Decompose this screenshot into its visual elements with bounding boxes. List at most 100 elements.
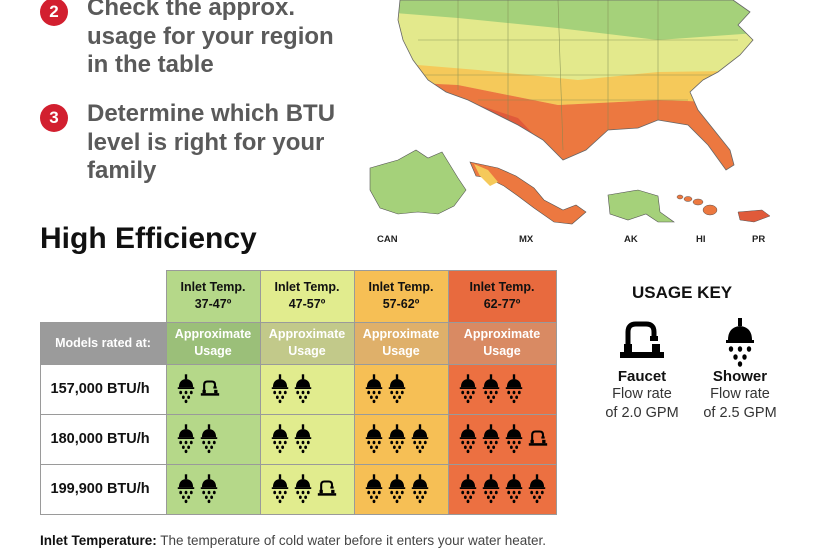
shower-icon <box>176 424 196 454</box>
shower-icon <box>387 474 407 504</box>
subheader-line: Usage <box>288 344 326 358</box>
footnote-term: Inlet Temperature: <box>40 533 157 548</box>
subheader-line: Approximate <box>174 327 252 341</box>
step-text: Determine which BTU level is right for y… <box>87 100 335 186</box>
inlet-temp-header: Inlet Temp. 57-62º <box>353 269 449 323</box>
shower-icon <box>410 424 430 454</box>
inlet-temp-header: Inlet Temp. 62-77º <box>447 269 557 323</box>
region-map: CAN MX AK HI PR <box>358 0 798 255</box>
header-line: 62-77º <box>483 297 521 311</box>
usage-cell <box>165 363 261 415</box>
shower-icon <box>199 424 219 454</box>
faucet-flow-line: of 2.0 GPM <box>605 405 679 421</box>
alaska-map <box>607 189 675 223</box>
shower-icon <box>270 474 290 504</box>
usage-subheader: Approximate Usage <box>353 321 449 365</box>
shower-icon <box>293 424 313 454</box>
footnote-text: The temperature of cold water before it … <box>156 533 546 548</box>
shower-icon <box>387 424 407 454</box>
shower-icon <box>293 374 313 404</box>
subheader-line: Approximate <box>268 327 346 341</box>
shower-icon <box>458 424 478 454</box>
usage-subheader: Approximate Usage <box>165 321 261 365</box>
faucet-icon <box>527 429 549 449</box>
shower-icon <box>694 318 786 368</box>
shower-icon <box>410 474 430 504</box>
shower-icon <box>293 474 313 504</box>
shower-icon <box>458 374 478 404</box>
usage-cell <box>447 413 557 465</box>
shower-icon <box>176 374 196 404</box>
header-line: Inlet Temp. <box>368 280 434 294</box>
map-label-can: CAN <box>377 234 398 245</box>
faucet-icon <box>316 479 338 499</box>
usage-key-shower: Shower Flow rate of 2.5 GPM <box>694 318 786 423</box>
header-line: Inlet Temp. <box>469 280 535 294</box>
usage-key-title: USAGE KEY <box>632 283 733 302</box>
shower-icon <box>527 474 547 504</box>
usage-cell <box>259 413 355 465</box>
step-number-badge: 3 <box>40 104 68 132</box>
usage-cell <box>165 413 261 465</box>
shower-icon <box>458 474 478 504</box>
step-line: family <box>87 157 157 184</box>
step-2: 2 Check the approx. usage for your regio… <box>40 0 334 80</box>
table-corner <box>40 270 167 323</box>
inlet-temp-header: Inlet Temp. 37-47º <box>165 269 261 323</box>
map-label-hi: HI <box>696 234 706 245</box>
shower-icon <box>504 374 524 404</box>
shower-icon <box>481 424 501 454</box>
subheader-line: Usage <box>483 344 521 358</box>
section-title: High Efficiency <box>40 222 257 255</box>
step-line: level is right for your <box>87 128 325 156</box>
usage-key-faucet: Faucet Flow rate of 2.0 GPM <box>596 318 688 423</box>
usage-cell <box>259 463 355 515</box>
header-line: Inlet Temp. <box>180 280 246 294</box>
model-rating: 199,900 BTU/h <box>39 463 167 515</box>
step-3: 3 Determine which BTU level is right for… <box>40 100 335 186</box>
faucet-label: Faucet <box>617 368 667 385</box>
faucet-flow-line: Flow rate <box>612 386 672 402</box>
inlet-temp-header: Inlet Temp. 47-57º <box>259 269 355 323</box>
usage-cell <box>353 413 449 465</box>
shower-icon <box>504 474 524 504</box>
subheader-line: Usage <box>382 344 420 358</box>
header-line: 37-47º <box>194 297 232 311</box>
subheader-line: Approximate <box>362 327 440 341</box>
model-rating: 180,000 BTU/h <box>39 413 167 465</box>
usage-table: Inlet Temp. 37-47º Inlet Temp. 47-57º Inle… <box>39 269 557 515</box>
shower-flow-line: of 2.5 GPM <box>703 405 777 421</box>
shower-icon <box>504 424 524 454</box>
step-line: in the table <box>87 51 214 78</box>
subheader-line: Usage <box>194 344 232 358</box>
shower-icon <box>481 374 501 404</box>
shower-label: Shower <box>712 368 768 385</box>
step-line: Check the approx. <box>87 0 296 21</box>
usage-cell <box>259 363 355 415</box>
shower-icon <box>364 474 384 504</box>
usage-cell <box>447 463 557 515</box>
usage-cell <box>165 463 261 515</box>
subheader-line: Approximate <box>463 327 541 341</box>
shower-icon <box>364 374 384 404</box>
shower-icon <box>481 474 501 504</box>
header-line: 47-57º <box>288 297 326 311</box>
map-label-ak: AK <box>624 234 638 245</box>
puerto-rico-map <box>737 209 771 223</box>
footnote: Inlet Temperature: The temperature of co… <box>40 533 546 548</box>
north-america-temperature-map <box>369 0 771 225</box>
faucet-icon <box>596 318 688 368</box>
step-line: usage for your region <box>87 22 334 50</box>
step-number-badge: 2 <box>40 0 68 26</box>
map-label-pr: PR <box>752 234 766 245</box>
models-label: Models rated at: <box>39 321 167 365</box>
shower-flow-line: Flow rate <box>710 386 770 402</box>
usage-cell <box>353 363 449 415</box>
canada-map <box>369 149 467 215</box>
faucet-icon <box>199 379 221 399</box>
model-rating: 157,000 BTU/h <box>39 363 167 415</box>
shower-icon <box>364 424 384 454</box>
shower-icon <box>270 424 290 454</box>
shower-icon <box>270 374 290 404</box>
step-text: Check the approx. usage for your region … <box>87 0 334 80</box>
